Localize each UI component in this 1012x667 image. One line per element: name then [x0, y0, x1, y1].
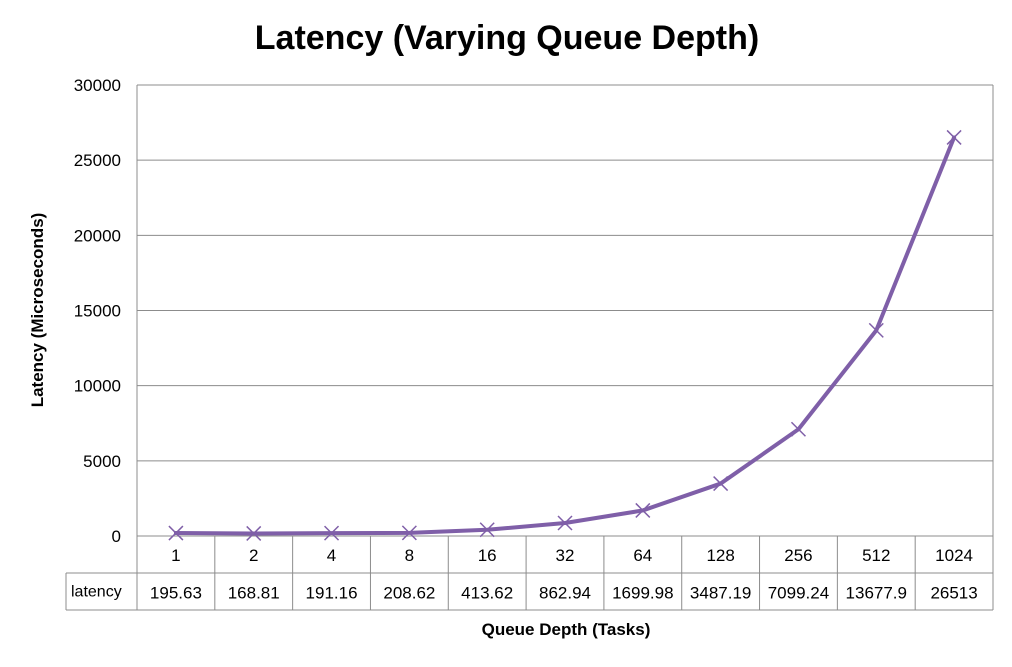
y-tick-label: 15000 [74, 302, 121, 321]
y-tick-label: 10000 [74, 377, 121, 396]
data-point-marker [324, 525, 340, 541]
x-tick-label: 512 [862, 546, 890, 565]
table-value-cell: 7099.24 [768, 584, 829, 603]
table-value-cell: 195.63 [150, 584, 202, 603]
y-tick-label: 0 [112, 527, 121, 546]
table-value-cell: 208.62 [383, 584, 435, 603]
table-value-cell: 413.62 [461, 584, 513, 603]
chart-title: Latency (Varying Queue Depth) [255, 19, 759, 57]
data-table: 1 2 4 8 16 32 64 128 256 512 1024 latency 195.63 168.… [65, 535, 994, 611]
y-tick-label: 25000 [74, 151, 121, 170]
data-point-marker [713, 476, 729, 492]
x-tick-label: 256 [784, 546, 812, 565]
x-tick-label: 1024 [935, 546, 973, 565]
x-tick-label: 32 [556, 546, 575, 565]
data-point-marker [168, 525, 184, 541]
x-tick-label: 2 [249, 546, 258, 565]
table-series-name: latency [71, 584, 122, 601]
y-tick-label: 20000 [74, 226, 121, 245]
table-value-cell: 26513 [930, 584, 977, 603]
data-point-marker [946, 129, 962, 145]
data-point-marker [557, 515, 573, 531]
x-tick-label: 64 [633, 546, 652, 565]
table-value-cell: 13677.9 [846, 584, 907, 603]
data-point-marker [868, 322, 884, 338]
data-point-marker [401, 525, 417, 541]
x-tick-label: 8 [405, 546, 414, 565]
data-point-marker [790, 421, 806, 437]
x-tick-label: 4 [327, 546, 336, 565]
y-tick-label: 30000 [74, 76, 121, 95]
data-point-marker [246, 525, 262, 541]
table-value-cell: 862.94 [539, 584, 591, 603]
y-tick-label: 5000 [83, 452, 121, 471]
x-tick-label: 1 [171, 546, 180, 565]
x-tick-label: 128 [706, 546, 734, 565]
x-tick-label: 16 [478, 546, 497, 565]
y-axis-ticks: 0 5000 10000 15000 20000 25000 30000 [74, 76, 121, 546]
series-line-latency [173, 135, 957, 536]
x-axis-title: Queue Depth (Tasks) [482, 620, 651, 639]
table-value-cell: 168.81 [228, 584, 280, 603]
data-point-marker [479, 522, 495, 538]
table-value-cell: 191.16 [306, 584, 358, 603]
table-value-cell: 3487.19 [690, 584, 751, 603]
series-layer [168, 129, 962, 541]
table-value-cell: 1699.98 [612, 584, 673, 603]
data-point-marker [635, 502, 651, 518]
gridlines [136, 84, 994, 537]
y-axis-title: Latency (Microseconds) [28, 213, 47, 408]
